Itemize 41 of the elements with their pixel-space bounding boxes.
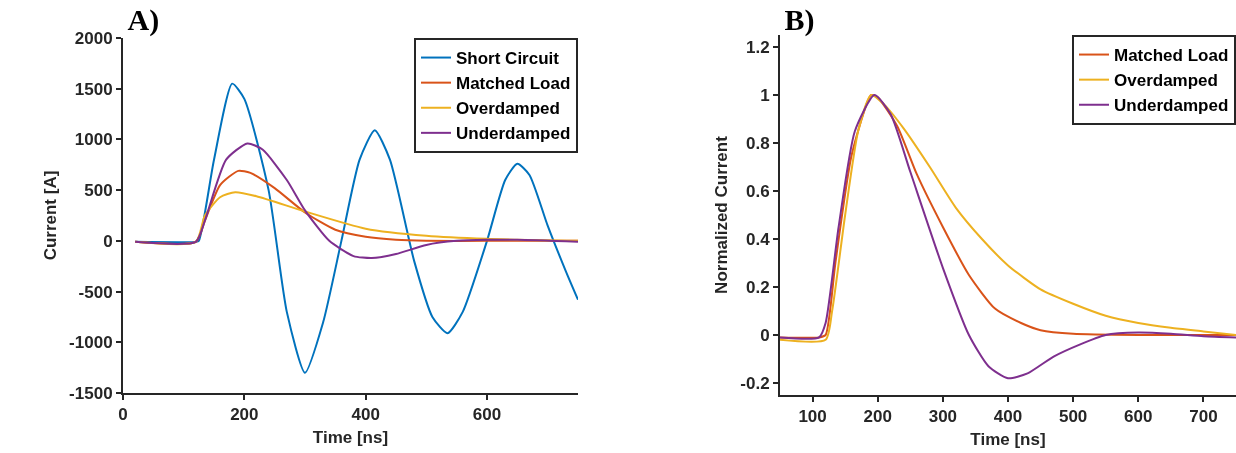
line-series: [134, 142, 578, 260]
y-tick-label: 0.2: [745, 277, 770, 297]
y-axis-title: Normalized Current: [712, 135, 732, 294]
y-tick-label: 0.6: [745, 181, 770, 201]
x-axis-title: Time [ns]: [970, 430, 1046, 450]
y-tick-label: -0.2: [740, 373, 770, 393]
y-tick-label: 0: [760, 325, 770, 345]
legend-label: Underdamped: [1114, 96, 1229, 116]
legend-label: Overdamped: [456, 99, 560, 119]
x-tick-label: 300: [928, 407, 958, 427]
y-tick-label: -1000: [69, 333, 113, 353]
y-tick-label: 0.4: [745, 229, 771, 249]
y-tick-label: 0.8: [745, 133, 770, 153]
y-tick-label: 1500: [74, 79, 113, 99]
y-tick-label: 500: [84, 181, 113, 201]
legend-label: Short Circuit: [456, 49, 560, 69]
x-tick-label: 500: [1058, 407, 1088, 427]
y-axis-title: Current [A]: [41, 170, 61, 261]
x-axis-title: Time [ns]: [312, 428, 389, 448]
legend-label: Matched Load: [1114, 46, 1229, 66]
x-tick-label: 0: [118, 405, 128, 425]
x-tick-label: 400: [351, 405, 380, 425]
x-tick-label: 100: [798, 407, 827, 427]
x-tick-label: 600: [472, 405, 502, 425]
y-tick-label: 1000: [74, 130, 113, 150]
x-tick-label: 200: [230, 405, 259, 425]
y-tick-label: -500: [78, 282, 113, 302]
legend-label: Overdamped: [1114, 71, 1218, 91]
y-tick-label: -1500: [69, 383, 113, 403]
x-tick-label: 700: [1189, 407, 1218, 427]
y-tick-label: 1: [760, 85, 770, 105]
y-tick-label: 0: [103, 231, 113, 251]
chart-title: B): [784, 3, 815, 38]
legend-label: Matched Load: [456, 74, 571, 94]
y-tick-label: 2000: [74, 28, 113, 48]
chart-title: A): [127, 3, 160, 38]
x-tick-label: 200: [863, 407, 892, 427]
legend-label: Underdamped: [456, 124, 571, 144]
x-tick-label: 400: [993, 407, 1023, 427]
x-tick-label: 600: [1124, 407, 1153, 427]
y-tick-label: 1.2: [745, 37, 770, 57]
